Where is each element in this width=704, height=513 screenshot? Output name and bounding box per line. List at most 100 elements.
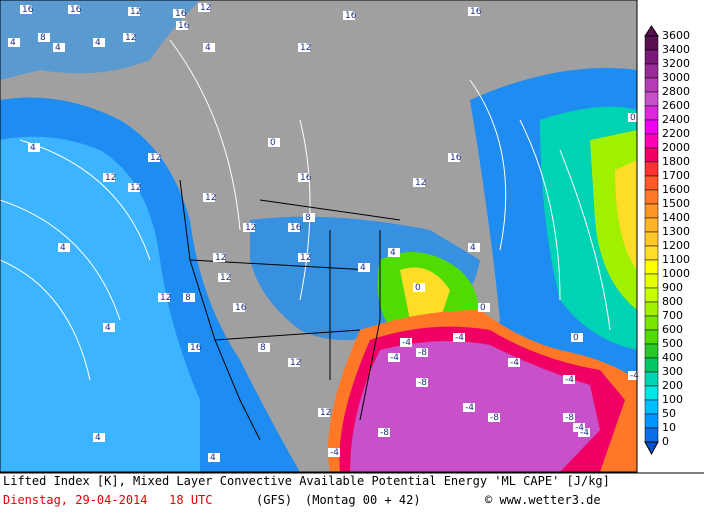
colorbar-label: 500 (662, 337, 683, 350)
colorbar-swatch (644, 343, 659, 359)
map-label-box (288, 223, 300, 232)
colorbar-label: 0 (662, 435, 669, 448)
caption-model: (GFS) (256, 493, 292, 507)
colorbar-label: 800 (662, 295, 683, 308)
map-label-box (173, 9, 185, 18)
map-label: 4 (470, 243, 476, 253)
pacific-light (0, 136, 200, 472)
east-yellow (400, 267, 450, 320)
colorbar-swatch (644, 231, 659, 247)
map-label-box (38, 33, 50, 42)
map-label: -4 (402, 338, 411, 348)
colorbar-swatch (644, 357, 659, 373)
map-label-box (413, 283, 425, 292)
colorbar-label: 1700 (662, 169, 690, 182)
colorbar-swatch (644, 259, 659, 275)
colorbar-label: 1200 (662, 239, 690, 252)
map-label: 4 (360, 263, 366, 273)
map-label: 16 (345, 11, 357, 21)
colorbar-swatch (644, 371, 659, 387)
map-label: -4 (565, 375, 574, 385)
map-label-box (358, 263, 370, 272)
map-label-box (213, 253, 225, 262)
map-label: 12 (130, 183, 141, 193)
borders (179, 179, 401, 441)
map-label: 12 (200, 3, 211, 13)
colorbar-label: 3400 (662, 43, 690, 56)
colorbar-swatch (644, 399, 659, 415)
colorbar-label: 1600 (662, 183, 690, 196)
map-label-box (176, 21, 188, 30)
map-label: 12 (290, 358, 301, 368)
colorbar-swatch (644, 203, 659, 219)
map-label-box (448, 153, 460, 162)
map-label: -4 (510, 358, 519, 368)
map-label-box (628, 371, 640, 380)
caption-title: Lifted Index [K], Mixed Layer Convective… (3, 474, 610, 488)
colorbar-swatch (644, 49, 659, 65)
map-label: -4 (580, 428, 589, 438)
colorbar-swatch (644, 273, 659, 289)
colorbar-swatch (644, 287, 659, 303)
map-label-box (571, 333, 583, 342)
map-label-box (416, 348, 428, 357)
map-label-box (488, 413, 500, 422)
colorbar-label: 1500 (662, 197, 690, 210)
map-label: 4 (95, 433, 101, 443)
map-frame (0, 0, 638, 473)
colorbar-label: 1000 (662, 267, 690, 280)
map-label-box (318, 408, 330, 417)
colorbar-swatch (644, 77, 659, 93)
map-label: 16 (190, 343, 202, 353)
colorbar-label: 100 (662, 393, 683, 406)
colorbar-swatch (644, 91, 659, 107)
colorbar-swatch (644, 315, 659, 331)
colorbar-arrow-top (644, 25, 659, 37)
map-label: -4 (330, 448, 339, 458)
map-label: 0 (630, 113, 636, 123)
map-label: 16 (235, 303, 247, 313)
map-label: 0 (480, 303, 486, 313)
map-label: -8 (418, 348, 427, 358)
map-label: 12 (300, 43, 311, 53)
map-label: -8 (380, 428, 389, 438)
map-label: -4 (390, 353, 399, 363)
map-label-box (68, 5, 80, 14)
map-label-box (103, 173, 115, 182)
map-label-box (243, 223, 255, 232)
map-label: 12 (150, 153, 161, 163)
map-label: 12 (245, 223, 256, 233)
colorbar-label: 900 (662, 281, 683, 294)
map-label-box (123, 33, 135, 42)
map-label: 8 (305, 213, 311, 223)
map-label: 12 (205, 193, 216, 203)
colorbar-label: 1100 (662, 253, 690, 266)
map-label-box (148, 153, 160, 162)
map-label: -8 (490, 413, 499, 423)
map-label: 0 (573, 333, 579, 343)
colorbar-label: 2600 (662, 99, 690, 112)
colorbar-swatch (644, 329, 659, 345)
map-label-box (93, 38, 105, 47)
map-label-box (453, 333, 465, 342)
map-label: 12 (415, 178, 426, 188)
map-label-box (468, 243, 480, 252)
map-label: 0 (415, 283, 421, 293)
colorbar-label: 200 (662, 379, 683, 392)
map-label-box (198, 3, 210, 12)
map-label-box (183, 293, 195, 302)
map-label-box (400, 338, 412, 347)
map-label: -4 (465, 403, 474, 413)
map-label: 12 (220, 273, 231, 283)
map-label: 4 (10, 38, 16, 48)
map-label: 4 (30, 143, 36, 153)
map-label-box (103, 323, 115, 332)
colorbar-swatch (644, 385, 659, 401)
colorbar-swatch (644, 147, 659, 163)
map-label-box (28, 143, 40, 152)
map-label-box (8, 38, 20, 47)
map-label-box (158, 293, 170, 302)
map-label: 8 (185, 293, 191, 303)
